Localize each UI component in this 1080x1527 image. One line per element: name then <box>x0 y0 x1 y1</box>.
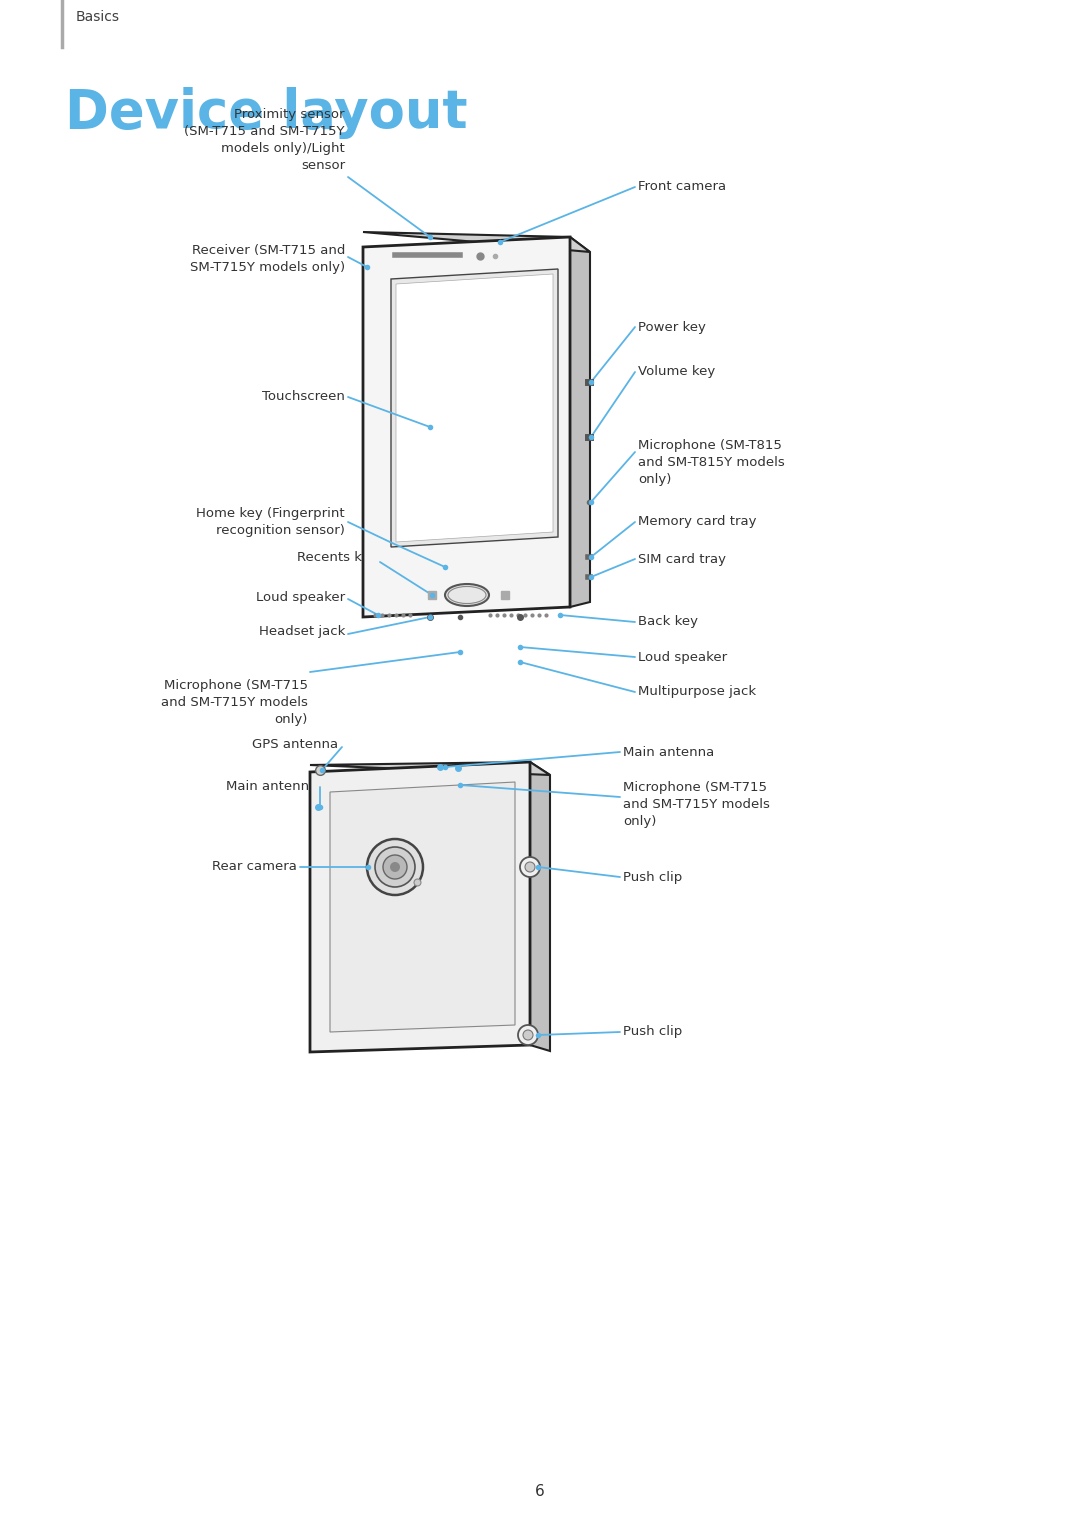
Text: Push clip: Push clip <box>623 1026 683 1038</box>
Polygon shape <box>396 273 553 542</box>
Circle shape <box>367 838 423 895</box>
Text: Rear camera: Rear camera <box>212 861 297 873</box>
Circle shape <box>518 1025 538 1044</box>
Text: Multipurpose jack: Multipurpose jack <box>638 686 756 698</box>
Polygon shape <box>363 232 590 252</box>
Text: Receiver (SM-T715 and
SM-T715Y models only): Receiver (SM-T715 and SM-T715Y models on… <box>190 244 345 273</box>
Circle shape <box>375 847 415 887</box>
Circle shape <box>519 857 540 876</box>
Text: Memory card tray: Memory card tray <box>638 516 756 528</box>
Text: Back key: Back key <box>638 615 698 629</box>
Polygon shape <box>570 237 590 608</box>
Text: Power key: Power key <box>638 321 706 333</box>
Text: Loud speaker: Loud speaker <box>638 651 727 664</box>
Circle shape <box>390 863 400 872</box>
Polygon shape <box>363 237 570 617</box>
Text: Device layout: Device layout <box>65 87 468 139</box>
Text: GPS antenna: GPS antenna <box>252 739 338 751</box>
Text: 6: 6 <box>535 1484 545 1500</box>
Circle shape <box>525 863 535 872</box>
Text: Recents key: Recents key <box>297 551 378 563</box>
Text: Microphone (SM-T715
and SM-T715Y models
only): Microphone (SM-T715 and SM-T715Y models … <box>161 680 308 725</box>
Polygon shape <box>310 762 550 776</box>
Text: SIM card tray: SIM card tray <box>638 553 726 565</box>
Text: Touchscreen: Touchscreen <box>262 391 345 403</box>
Polygon shape <box>330 782 515 1032</box>
Text: Proximity sensor
(SM-T715 and SM-T715Y
models only)/Light
sensor: Proximity sensor (SM-T715 and SM-T715Y m… <box>185 108 345 173</box>
Text: Loud speaker: Loud speaker <box>256 591 345 603</box>
Text: Main antenna: Main antenna <box>623 745 714 759</box>
Polygon shape <box>391 269 558 547</box>
Text: Push clip: Push clip <box>623 870 683 884</box>
Circle shape <box>523 1031 534 1040</box>
Text: Microphone (SM-T715
and SM-T715Y models
only): Microphone (SM-T715 and SM-T715Y models … <box>623 782 770 829</box>
Text: Front camera: Front camera <box>638 180 726 194</box>
Polygon shape <box>310 762 530 1052</box>
Ellipse shape <box>448 586 486 603</box>
Text: Main antenna: Main antenna <box>226 780 318 794</box>
Text: Headset jack: Headset jack <box>258 626 345 638</box>
Text: Basics: Basics <box>76 11 120 24</box>
Text: Microphone (SM-T815
and SM-T815Y models
only): Microphone (SM-T815 and SM-T815Y models … <box>638 438 785 486</box>
Text: Volume key: Volume key <box>638 365 715 379</box>
Polygon shape <box>530 762 550 1051</box>
Circle shape <box>383 855 407 880</box>
Ellipse shape <box>445 583 489 606</box>
Text: Home key (Fingerprint
recognition sensor): Home key (Fingerprint recognition sensor… <box>197 507 345 538</box>
